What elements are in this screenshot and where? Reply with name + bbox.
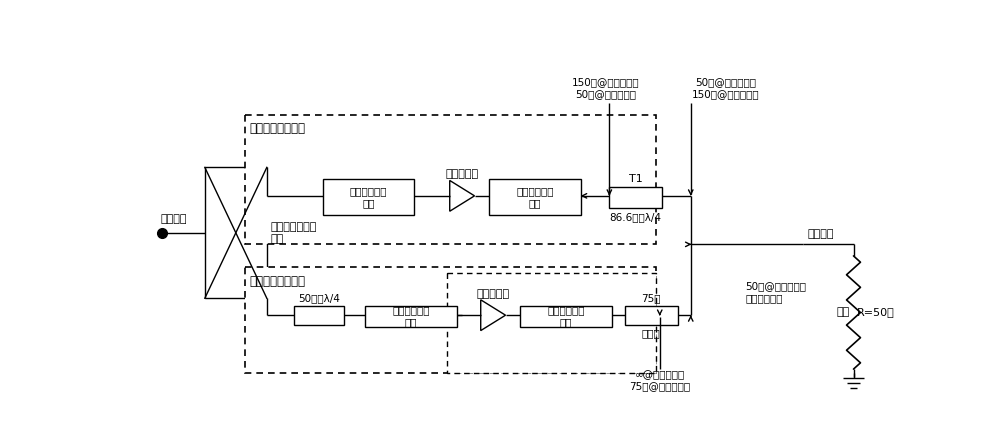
Text: ∞@低输入功率
75欧@高输入功率: ∞@低输入功率 75欧@高输入功率 (629, 370, 690, 392)
Bar (625, 306, 678, 325)
Text: 75欧: 75欧 (641, 293, 661, 303)
Text: 载波放大器: 载波放大器 (446, 169, 479, 179)
Bar (245, 267, 656, 373)
Text: R=50欧: R=50欧 (857, 307, 895, 317)
Text: T1: T1 (629, 174, 643, 184)
Bar (609, 186, 662, 208)
Text: 载波输出匹配
电路: 载波输出匹配 电路 (516, 186, 554, 208)
Text: 载波输入匹配
电路: 载波输入匹配 电路 (350, 186, 387, 208)
Text: 峰值功率放大电路: 峰值功率放大电路 (250, 275, 306, 288)
Text: 50欧@低输入功率
和高输入功率: 50欧@低输入功率 和高输入功率 (745, 281, 806, 303)
Bar (447, 273, 656, 373)
Text: 负载: 负载 (836, 307, 850, 317)
Text: 150欧@低输入功率
50欧@高输入功率: 150欧@低输入功率 50欧@高输入功率 (572, 77, 639, 99)
Text: 载波功率放大电路: 载波功率放大电路 (250, 122, 306, 135)
Bar (520, 306, 612, 327)
Text: 峰值输入匹配
电路: 峰值输入匹配 电路 (392, 306, 430, 327)
Text: 86.6欧，λ/4: 86.6欧，λ/4 (610, 212, 662, 222)
Bar (365, 306, 457, 327)
Text: 50欧，λ/4: 50欧，λ/4 (298, 293, 340, 303)
Bar (323, 179, 414, 215)
Text: 峰值输出匹配
电路: 峰值输出匹配 电路 (547, 306, 585, 327)
Text: 功率输出: 功率输出 (807, 229, 834, 239)
Bar (294, 306, 344, 325)
Text: 等分威尔金森功
分器: 等分威尔金森功 分器 (271, 222, 317, 243)
Bar (489, 179, 581, 215)
Bar (245, 115, 656, 244)
Bar (205, 167, 267, 298)
Text: 功率输入: 功率输入 (161, 214, 187, 224)
Text: 峰值放大器: 峰值放大器 (477, 289, 510, 299)
Text: 50欧@低输入功率
150欧@高输入功率: 50欧@低输入功率 150欧@高输入功率 (692, 77, 759, 99)
Text: 补偿线: 补偿线 (642, 328, 661, 338)
